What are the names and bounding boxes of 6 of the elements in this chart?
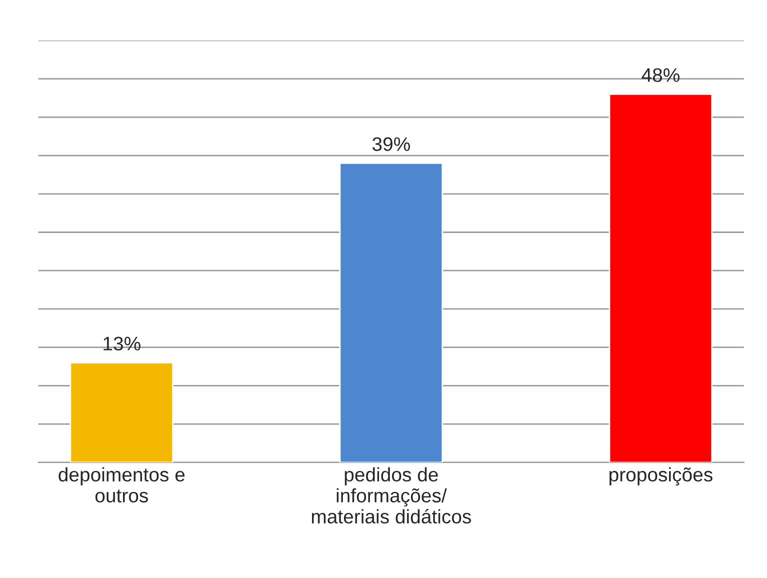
data-label: 48%: [642, 68, 680, 82]
x-tick-label: depoimentos e outros: [58, 467, 185, 502]
x-tick-label: pedidos de informações/ materiais didáticos: [312, 467, 471, 524]
x-tick-label: proposições: [610, 467, 712, 486]
data-label: 39%: [372, 137, 410, 152]
data-label: 13%: [104, 336, 140, 350]
